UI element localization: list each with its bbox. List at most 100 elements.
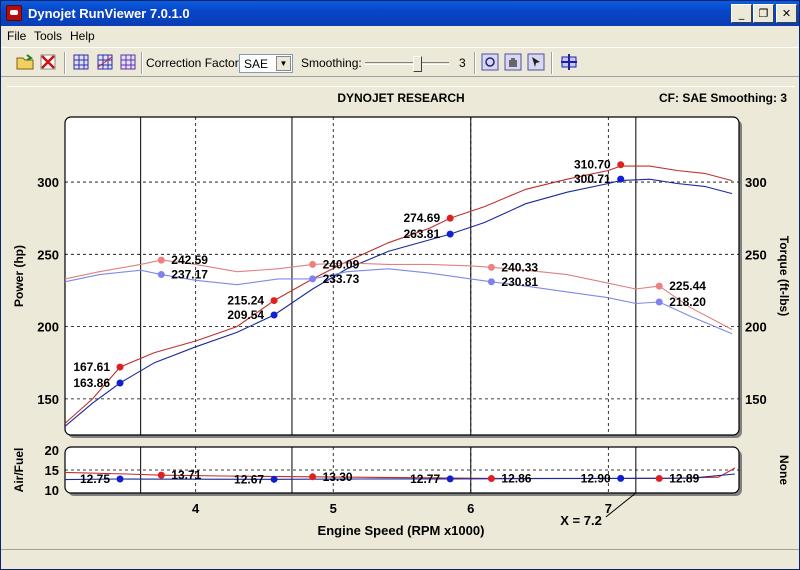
toolbar-separator [141,52,143,74]
delete-run-icon[interactable] [38,52,58,72]
power-torque-marker-dot [446,230,454,238]
power-torque-value-label: 225.44 [669,279,706,293]
power-torque-value-label: 310.70 [574,158,611,172]
menu-file[interactable]: File [7,29,27,43]
right-tick-label: 300 [745,175,767,190]
power-series-line [64,178,733,427]
cursor-readout: X = 7.2 [560,513,602,528]
afr-right-axis-title: None [777,455,791,485]
afr-value-label: 12.86 [501,472,531,486]
smoothing-slider[interactable] [365,56,449,72]
menu-help[interactable]: Help [70,29,95,43]
close-button[interactable]: ✕ [776,4,797,23]
graph-view-3-icon[interactable] [118,52,138,72]
menu-tools[interactable]: Tools [34,29,63,43]
dynojet-app-icon[interactable] [6,5,22,21]
afr-marker-dot [309,473,317,481]
x-tick-label: 4 [192,501,200,516]
power-torque-marker-dot [309,260,317,268]
afr-axis-title: Air/Fuel [12,448,26,493]
afr-value-label: 13.71 [171,468,201,482]
power-torque-marker-dot [116,379,124,387]
status-bar [1,549,799,569]
restore-button[interactable]: ❐ [753,4,774,23]
power-torque-value-label: 240.33 [501,260,538,274]
minimize-button[interactable]: _ [731,4,752,23]
smoothing-value: 3 [459,56,466,70]
chart-title: DYNOJET RESEARCH [337,91,464,105]
afr-value-label: 13.30 [323,470,353,484]
torque-series-line [64,259,733,330]
menu-bar: File Tools Help [1,26,799,46]
power-torque-value-label: 167.61 [73,360,110,374]
afr-marker-dot [655,474,663,482]
afr-value-label: 12.90 [581,471,611,485]
smoothing-label: Smoothing: [301,56,362,70]
torque-series-line [64,268,733,335]
afr-value-label: 12.77 [410,472,440,486]
slider-thumb[interactable] [413,56,422,72]
right-tick-label: 250 [745,247,767,262]
toolbar-separator [474,52,476,74]
afr-marker-dot [270,475,278,483]
chart-settings-readout: CF: SAE Smoothing: 3 [659,91,787,105]
power-torque-value-label: 233.73 [323,272,360,286]
dyno-chart-panel: DYNOJET RESEARCH CF: SAE Smoothing: 3 150 1… [7,86,795,544]
power-torque-marker-dot [446,214,454,222]
power-torque-value-label: 230.81 [501,275,538,289]
open-folder-icon[interactable] [15,52,35,72]
pan-hand-icon[interactable] [503,52,523,72]
power-torque-value-label: 242.59 [171,253,208,267]
graph-view-2-icon[interactable] [95,52,115,72]
afr-value-label: 12.75 [80,472,110,486]
power-torque-marker-dot [655,282,663,290]
afr-marker-dot [446,475,454,483]
x-tick-label: 7 [605,501,612,516]
correction-factor-select[interactable]: SAE ▼ [239,54,293,73]
right-tick-label: 150 [745,392,767,407]
crosshair-icon[interactable] [559,52,579,72]
left-tick-label: 300 [37,175,59,190]
afr-marker-dot [157,471,165,479]
power-torque-marker-dot [270,297,278,305]
graph-view-1-icon[interactable] [71,52,91,72]
chevron-down-icon[interactable]: ▼ [276,56,291,71]
power-torque-value-label: 218.20 [669,295,706,309]
cursor-select-icon[interactable] [526,52,546,72]
power-torque-marker-dot [157,271,165,279]
slider-track [365,62,449,65]
power-torque-value-label: 240.09 [323,257,360,271]
power-torque-marker-dot [270,311,278,319]
dyno-chart[interactable]: DYNOJET RESEARCH CF: SAE Smoothing: 3 150 1… [7,87,795,545]
left-tick-label: 250 [37,247,59,262]
x-tick-label: 6 [467,501,474,516]
torque-axis-title: Torque (ft-lbs) [777,236,791,316]
afr-tick-label: 20 [45,443,59,458]
power-torque-value-label: 209.54 [227,308,264,322]
power-torque-value-label: 300.71 [574,172,611,186]
power-series-line [64,165,733,424]
power-torque-marker-dot [617,175,625,183]
title-bar[interactable]: Dynojet RunViewer 7.0.1.0 _ ❐ ✕ [1,1,799,26]
power-torque-marker-dot [655,298,663,306]
afr-value-label: 12.67 [234,472,264,486]
power-torque-marker-dot [487,263,495,271]
power-torque-marker-dot [309,275,317,283]
power-plot-area [64,116,740,436]
toolbar: Correction Factor: SAE ▼ Smoothing: 3 [1,47,799,77]
zoom-icon[interactable] [480,52,500,72]
right-tick-label: 200 [745,320,767,335]
x-tick-label: 5 [330,501,337,516]
toolbar-separator [64,52,66,74]
afr-value-label: 12.89 [669,471,699,485]
cursor-leader [605,492,637,518]
toolbar-separator [551,52,553,74]
afr-tick-label: 10 [45,483,59,498]
left-tick-label: 150 [37,392,59,407]
power-axis-title: Power (hp) [12,245,26,307]
left-tick-label: 200 [37,320,59,335]
afr-marker-dot [487,475,495,483]
afr-tick-label: 15 [45,463,59,478]
power-torque-value-label: 237.17 [171,268,208,282]
